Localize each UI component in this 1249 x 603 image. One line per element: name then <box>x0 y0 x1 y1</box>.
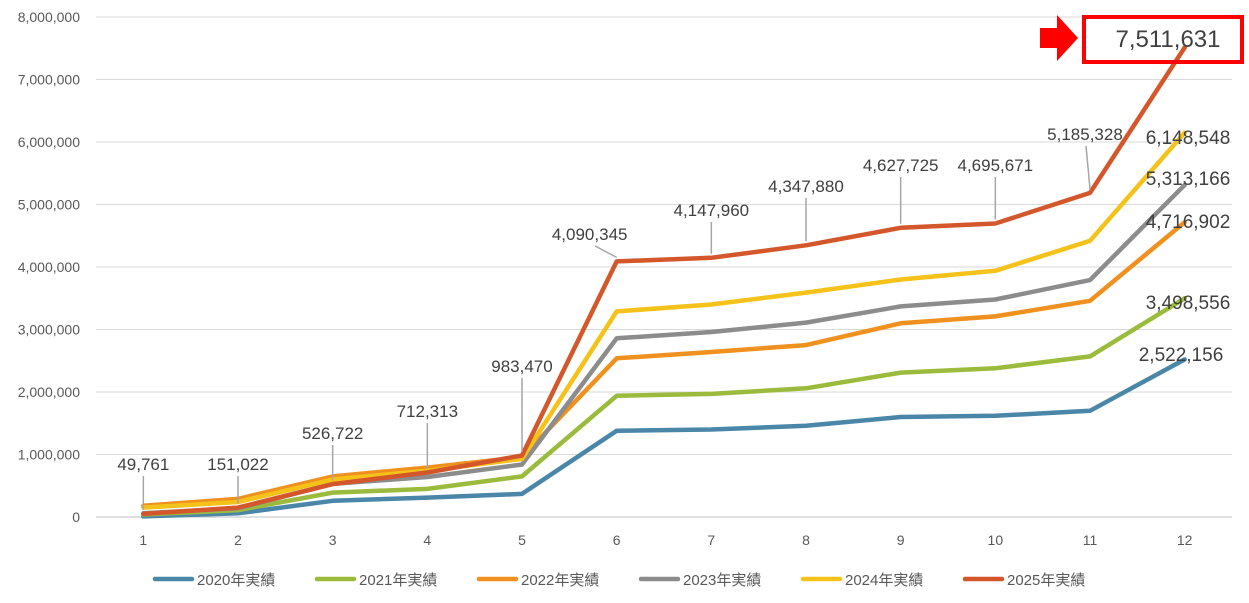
x-tick-label: 12 <box>1177 532 1193 548</box>
y-tick-label: 1,000,000 <box>18 447 80 463</box>
data-label-2025: 983,470 <box>491 357 552 376</box>
series-line <box>141 45 1187 517</box>
x-tick-label: 2 <box>234 532 242 548</box>
leader-line <box>594 245 618 259</box>
axis-layer: 0 1,000,000 2,000,000 3,000,000 4,000,000 5,0… <box>18 9 1193 548</box>
series-line <box>141 296 1187 517</box>
y-tick-label: 8,000,000 <box>18 9 80 25</box>
series-line <box>141 130 1187 510</box>
y-tick-label: 5,000,000 <box>18 197 80 213</box>
y-tick-label: 3,000,000 <box>18 322 80 338</box>
data-label-2025: 4,695,671 <box>958 156 1034 175</box>
series-line <box>141 182 1187 516</box>
leader-line <box>1085 145 1091 189</box>
x-tick-label: 8 <box>802 532 810 548</box>
end-label: 6,148,548 <box>1146 128 1231 149</box>
y-tick-label: 7,000,000 <box>18 72 80 88</box>
x-tick-label: 10 <box>988 532 1004 548</box>
x-tick-label: 9 <box>897 532 905 548</box>
x-tick-label: 1 <box>139 532 147 548</box>
legend-label: 2020年実績 <box>197 572 275 589</box>
x-tick-label: 3 <box>329 532 337 548</box>
x-tick-label: 4 <box>423 532 431 548</box>
leader-layer <box>142 145 1091 510</box>
series-line <box>141 219 1187 509</box>
x-tick-label: 7 <box>707 532 715 548</box>
data-label-2025: 49,761 <box>117 455 169 474</box>
data-label-2025: 4,347,880 <box>768 177 844 196</box>
data-label-2025: 712,313 <box>397 402 458 421</box>
y-tick-label: 0 <box>72 509 80 525</box>
highlight-box <box>1082 15 1244 64</box>
data-label-2025: 4,627,725 <box>863 156 939 175</box>
arrow-icon <box>1040 15 1078 61</box>
end-label: 2,522,156 <box>1139 345 1224 366</box>
highlight-value: 7,511,631 <box>1116 26 1221 53</box>
end-label: 5,313,166 <box>1146 169 1231 190</box>
y-tick-label: 4,000,000 <box>18 259 80 275</box>
highlight-layer: 7,511,631 <box>1040 15 1244 64</box>
legend-label: 2023年実績 <box>683 572 761 589</box>
label-layer: 49,761 151,022 526,722 712,313 983,470 4,090,… <box>117 125 1230 474</box>
end-label: 3,498,556 <box>1146 293 1231 314</box>
data-label-2025: 4,090,345 <box>552 225 628 244</box>
x-tick-label: 6 <box>613 532 621 548</box>
data-label-2025: 526,722 <box>302 424 363 443</box>
grid-layer <box>96 16 1232 518</box>
series-layer <box>141 45 1187 519</box>
y-tick-label: 6,000,000 <box>18 134 80 150</box>
legend-label: 2024年実績 <box>845 572 923 589</box>
legend-layer: 2020年実績 2021年実績 2022年実績 2023年実績 2024年実績 2025年… <box>152 572 1085 589</box>
series-line <box>141 357 1187 519</box>
data-label-2025: 5,185,328 <box>1047 125 1123 144</box>
legend-label: 2025年実績 <box>1007 572 1085 589</box>
x-tick-label: 11 <box>1083 532 1098 548</box>
end-label: 4,716,902 <box>1146 212 1231 233</box>
y-tick-label: 2,000,000 <box>18 384 80 400</box>
data-label-2025: 151,022 <box>207 455 268 474</box>
legend-label: 2021年実績 <box>359 572 437 589</box>
legend-label: 2022年実績 <box>521 572 599 589</box>
data-label-2025: 4,147,960 <box>674 201 750 220</box>
x-tick-label: 5 <box>518 532 526 548</box>
